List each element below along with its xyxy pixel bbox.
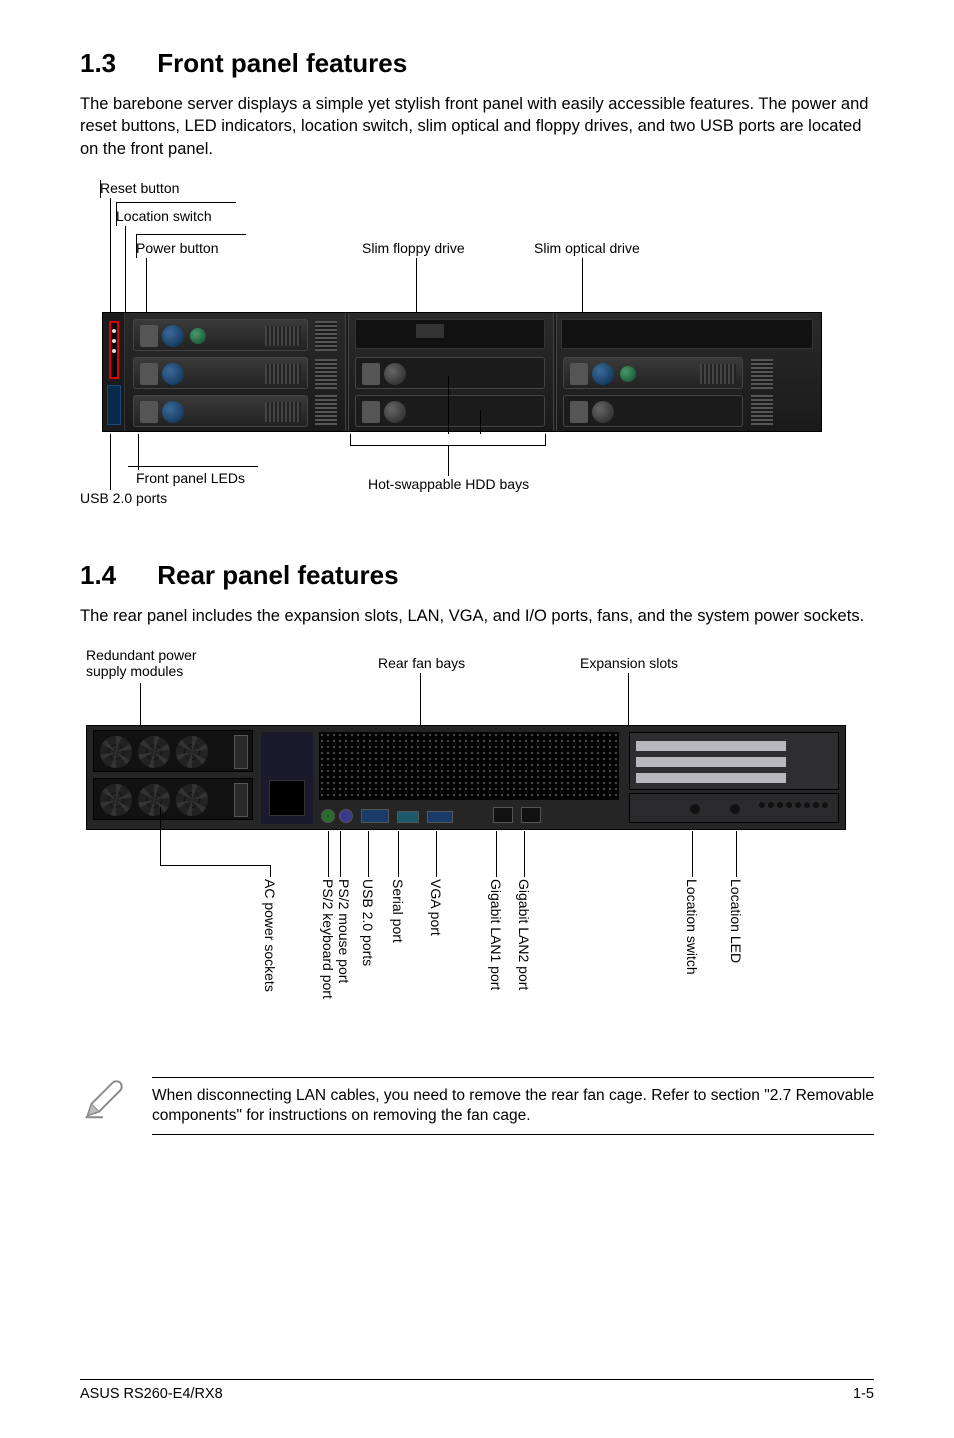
rear-fan-mesh xyxy=(319,732,619,800)
slim-optical-bay xyxy=(561,319,813,349)
heading-rear-title: Rear panel features xyxy=(157,560,398,590)
ac-inlet-area xyxy=(261,732,313,824)
lan1-port xyxy=(493,807,513,823)
footer-right: 1-5 xyxy=(853,1386,874,1402)
serial-port xyxy=(397,811,419,823)
expansion-slots xyxy=(629,732,839,790)
drive-bay xyxy=(133,357,308,389)
label-psu: Redundant power supply modules xyxy=(86,647,216,679)
lan2-port xyxy=(521,807,541,823)
expansion-lower xyxy=(629,793,839,823)
pencil-icon xyxy=(80,1077,126,1128)
note-text: When disconnecting LAN cables, you need … xyxy=(152,1077,874,1135)
drive-bay xyxy=(133,395,308,427)
server-rear xyxy=(86,725,846,830)
heading-front-num: 1.3 xyxy=(80,48,150,79)
vga-port xyxy=(427,811,453,823)
label-fan-bays: Rear fan bays xyxy=(378,655,465,671)
rear-diagram: Redundant power supply modules Rear fan … xyxy=(80,647,874,1047)
drive-bay xyxy=(133,319,308,351)
bracket-hdd xyxy=(350,434,546,446)
body-rear: The rear panel includes the expansion sl… xyxy=(80,605,874,627)
heading-front: 1.3 Front panel features xyxy=(80,48,874,79)
label-hdd-bays: Hot-swappable HDD bays xyxy=(368,476,529,492)
leader-front-leds xyxy=(138,434,139,470)
label-expansion: Expansion slots xyxy=(580,655,678,671)
label-loc-switch: Location switch xyxy=(684,879,700,975)
leader-usb xyxy=(110,434,111,490)
io-strip xyxy=(321,801,611,823)
ps2-keyboard-port xyxy=(339,809,353,823)
footer-left: ASUS RS260-E4/RX8 xyxy=(80,1386,223,1402)
heading-front-title: Front panel features xyxy=(157,48,407,78)
drive-bay-empty xyxy=(355,395,545,427)
label-serial: Serial port xyxy=(390,879,406,943)
front-left-column xyxy=(103,313,125,431)
front-diagram: Reset button Location switch Power butto… xyxy=(80,180,874,530)
label-ps2kb: PS/2 keyboard port xyxy=(320,879,336,999)
leader-reset xyxy=(110,198,111,312)
label-usb: USB 2.0 ports xyxy=(80,490,167,506)
drive-bay xyxy=(563,357,743,389)
dvd-icon xyxy=(416,324,444,338)
led-strip xyxy=(107,385,121,425)
label-ac: AC power sockets xyxy=(262,879,278,992)
label-usb-rear: USB 2.0 ports xyxy=(360,879,376,966)
heading-rear-num: 1.4 xyxy=(80,560,150,591)
leader-slim-floppy xyxy=(416,258,417,312)
leader-power xyxy=(146,258,147,312)
label-lan2: Gigabit LAN2 port xyxy=(516,879,532,990)
label-vga: VGA port xyxy=(428,879,444,936)
body-front: The barebone server displays a simple ye… xyxy=(80,93,874,160)
label-ps2mouse: PS/2 mouse port xyxy=(336,879,352,983)
heading-rear: 1.4 Rear panel features xyxy=(80,560,874,591)
label-slim-optical: Slim optical drive xyxy=(534,240,640,256)
slim-floppy-bay xyxy=(355,319,545,349)
note-block: When disconnecting LAN cables, you need … xyxy=(80,1077,874,1135)
label-slim-floppy: Slim floppy drive xyxy=(362,240,465,256)
leader-slim-optical xyxy=(582,258,583,312)
leader-location xyxy=(125,226,126,312)
psu-bottom xyxy=(93,778,253,820)
drive-bay-empty xyxy=(563,395,743,427)
server-front xyxy=(102,312,822,432)
label-lan1: Gigabit LAN1 port xyxy=(488,879,504,990)
label-front-leds: Front panel LEDs xyxy=(136,470,245,486)
usb-ports xyxy=(361,809,389,823)
button-panel xyxy=(109,321,119,379)
label-loc-led: Location LED xyxy=(728,879,744,963)
page-footer: ASUS RS260-E4/RX8 1-5 xyxy=(80,1379,874,1402)
ps2-mouse-port xyxy=(321,809,335,823)
psu-top xyxy=(93,730,253,772)
drive-bay-empty xyxy=(355,357,545,389)
